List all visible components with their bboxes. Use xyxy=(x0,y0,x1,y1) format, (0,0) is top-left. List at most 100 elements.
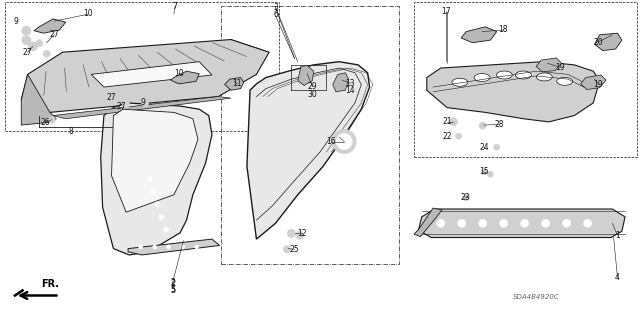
Text: 19: 19 xyxy=(593,80,603,89)
Text: 6: 6 xyxy=(273,10,278,19)
Polygon shape xyxy=(427,62,600,122)
Text: 25: 25 xyxy=(290,245,300,254)
Text: 22: 22 xyxy=(442,132,452,141)
Text: 5: 5 xyxy=(170,286,175,295)
Text: 18: 18 xyxy=(499,25,508,34)
Circle shape xyxy=(487,171,493,177)
Polygon shape xyxy=(34,19,66,33)
Circle shape xyxy=(521,219,529,227)
Text: 27: 27 xyxy=(117,102,127,111)
Polygon shape xyxy=(580,75,606,90)
Text: 15: 15 xyxy=(479,167,489,176)
Circle shape xyxy=(493,144,500,150)
Text: 30: 30 xyxy=(307,90,317,99)
Circle shape xyxy=(118,92,125,99)
Text: 26: 26 xyxy=(40,118,51,127)
Circle shape xyxy=(123,101,130,108)
Text: 12: 12 xyxy=(298,229,307,238)
Ellipse shape xyxy=(557,78,573,85)
Polygon shape xyxy=(536,58,561,72)
Polygon shape xyxy=(53,97,231,119)
Circle shape xyxy=(159,214,164,219)
Ellipse shape xyxy=(536,73,552,81)
Circle shape xyxy=(151,189,156,194)
Polygon shape xyxy=(414,208,442,237)
Text: 27: 27 xyxy=(107,93,116,102)
Text: 19: 19 xyxy=(556,63,565,72)
Circle shape xyxy=(449,118,458,126)
Text: 29: 29 xyxy=(308,82,317,91)
Polygon shape xyxy=(247,62,369,239)
Circle shape xyxy=(332,130,356,153)
Polygon shape xyxy=(298,65,314,85)
Circle shape xyxy=(141,100,148,107)
Circle shape xyxy=(167,245,171,249)
Circle shape xyxy=(48,116,55,123)
Circle shape xyxy=(463,194,470,201)
Circle shape xyxy=(155,202,160,207)
Text: FR.: FR. xyxy=(41,279,59,289)
Circle shape xyxy=(147,176,152,182)
Text: 10: 10 xyxy=(83,9,93,18)
Circle shape xyxy=(500,219,508,227)
Polygon shape xyxy=(100,103,212,255)
Circle shape xyxy=(28,42,37,51)
Text: 9: 9 xyxy=(13,17,19,26)
Circle shape xyxy=(481,169,487,175)
Text: 2: 2 xyxy=(170,278,175,287)
Text: 4: 4 xyxy=(615,273,620,282)
Circle shape xyxy=(479,219,486,227)
Polygon shape xyxy=(21,74,56,125)
Circle shape xyxy=(458,219,466,227)
Ellipse shape xyxy=(452,78,468,86)
Text: 20: 20 xyxy=(593,38,603,47)
Text: SDA4B4920C: SDA4B4920C xyxy=(513,294,559,300)
Circle shape xyxy=(153,245,157,249)
Circle shape xyxy=(44,50,50,57)
Circle shape xyxy=(139,245,143,249)
Circle shape xyxy=(563,219,571,227)
Circle shape xyxy=(36,40,42,47)
Ellipse shape xyxy=(497,71,512,79)
Text: 27: 27 xyxy=(23,48,33,57)
Polygon shape xyxy=(419,209,625,238)
Circle shape xyxy=(195,245,198,249)
Circle shape xyxy=(584,219,591,227)
Circle shape xyxy=(164,227,169,232)
Polygon shape xyxy=(91,62,212,87)
Text: 21: 21 xyxy=(442,117,452,126)
Text: 13: 13 xyxy=(346,79,355,88)
Polygon shape xyxy=(21,40,269,112)
Text: 14: 14 xyxy=(346,86,355,95)
Text: 8: 8 xyxy=(68,127,73,136)
Text: 23: 23 xyxy=(460,193,470,203)
Polygon shape xyxy=(225,78,244,90)
Circle shape xyxy=(479,122,486,129)
Text: 5: 5 xyxy=(170,285,175,294)
Ellipse shape xyxy=(515,71,531,79)
Text: 27: 27 xyxy=(49,30,59,39)
Polygon shape xyxy=(333,73,349,92)
Circle shape xyxy=(22,26,31,35)
Circle shape xyxy=(180,245,185,249)
Text: 1: 1 xyxy=(615,231,620,240)
Text: 10: 10 xyxy=(174,69,184,78)
Circle shape xyxy=(336,134,352,150)
Circle shape xyxy=(436,219,445,227)
Polygon shape xyxy=(111,109,198,212)
Text: 7: 7 xyxy=(173,2,177,11)
Text: 17: 17 xyxy=(441,6,451,16)
Circle shape xyxy=(541,219,550,227)
Text: 28: 28 xyxy=(495,120,504,129)
Circle shape xyxy=(284,246,291,253)
Polygon shape xyxy=(171,71,199,84)
Text: 16: 16 xyxy=(326,137,336,146)
Text: 11: 11 xyxy=(232,79,242,88)
Text: 2: 2 xyxy=(170,279,175,288)
Text: 24: 24 xyxy=(479,143,489,152)
Circle shape xyxy=(22,36,31,45)
Ellipse shape xyxy=(474,74,490,82)
Circle shape xyxy=(296,231,303,239)
Polygon shape xyxy=(461,27,497,43)
Text: 3: 3 xyxy=(273,3,278,12)
